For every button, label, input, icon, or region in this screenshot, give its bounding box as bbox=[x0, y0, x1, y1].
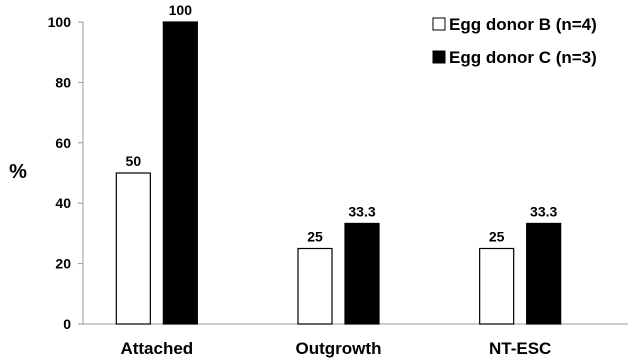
bar-donor-b-outgrowth bbox=[297, 247, 333, 325]
data-label: 33.3 bbox=[348, 203, 375, 219]
data-label: 100 bbox=[169, 2, 193, 18]
legend-label-donor-b: Egg donor B (n=4) bbox=[449, 15, 597, 34]
data-label: 50 bbox=[126, 153, 142, 169]
legend-swatch-donor-b bbox=[432, 17, 446, 31]
legend: Egg donor B (n=4) Egg donor C (n=3) bbox=[432, 15, 597, 67]
bar-donor-b-nt-esc bbox=[479, 247, 515, 325]
axes: 0 20 40 60 80 100% Attached Outgrowth NT-ESC bbox=[9, 14, 628, 358]
y-tick-label: 40 bbox=[55, 195, 71, 211]
x-category-label: Outgrowth bbox=[296, 339, 382, 358]
bar-donor-b-attached bbox=[115, 172, 151, 325]
legend-swatch-donor-c bbox=[432, 50, 446, 64]
data-label: 25 bbox=[489, 229, 505, 245]
data-label: 33.3 bbox=[530, 203, 557, 219]
y-axis-label: % bbox=[9, 161, 27, 183]
bar-donor-c-nt-esc bbox=[526, 222, 562, 325]
y-tick-label: 20 bbox=[55, 256, 71, 272]
x-category-label: NT-ESC bbox=[489, 339, 551, 358]
y-tick-label: 60 bbox=[55, 135, 71, 151]
bar-donor-c-outgrowth bbox=[344, 222, 380, 325]
y-tick-label: 80 bbox=[55, 74, 71, 90]
bar-donor-c-attached bbox=[162, 21, 198, 325]
x-category-label: Attached bbox=[120, 339, 193, 358]
bars: 50 100 25 33.3 25 33.3 bbox=[115, 2, 562, 325]
data-label: 25 bbox=[307, 229, 323, 245]
legend-label-donor-c: Egg donor C (n=3) bbox=[449, 48, 597, 67]
y-tick-label: 100 bbox=[48, 14, 72, 30]
y-tick-label: 0 bbox=[63, 316, 71, 332]
